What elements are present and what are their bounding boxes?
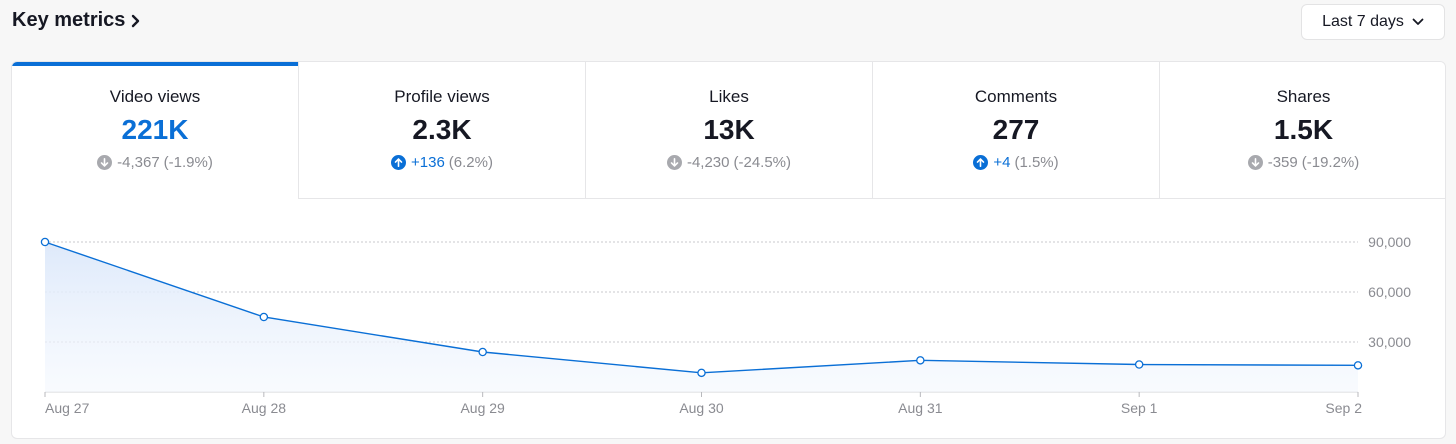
metrics-card: Video views 221K -4,367 (-1.9%) Profile … bbox=[11, 61, 1446, 439]
header: Key metrics Last 7 days bbox=[0, 0, 1456, 44]
tab-percent: (-19.2%) bbox=[1301, 154, 1360, 171]
tab-change: -4,230 (-24.5%) bbox=[586, 154, 872, 171]
x-tick-label: Aug 31 bbox=[898, 400, 943, 416]
chevron-right-icon bbox=[132, 14, 140, 27]
tab-value: 277 bbox=[992, 114, 1040, 145]
tab-profile-views[interactable]: Profile views 2.3K +136 (6.2%) bbox=[299, 62, 586, 199]
data-point[interactable] bbox=[478, 347, 487, 357]
tab-comments[interactable]: Comments 277 +4 (1.5%) bbox=[873, 62, 1160, 199]
x-tick-label: Aug 27 bbox=[45, 400, 90, 416]
tab-delta: -4,367 bbox=[117, 154, 160, 171]
tab-change: -359 (-19.2%) bbox=[1160, 154, 1445, 171]
tab-delta: +136 bbox=[411, 154, 445, 171]
data-point[interactable] bbox=[1353, 361, 1363, 370]
tab-label: Likes bbox=[709, 87, 749, 106]
y-tick-label: 90,000 bbox=[1368, 234, 1411, 250]
tab-shares[interactable]: Shares 1.5K -359 (-19.2%) bbox=[1160, 62, 1445, 199]
tab-delta: -359 bbox=[1267, 154, 1298, 171]
page-title: Key metrics bbox=[12, 9, 126, 31]
tab-change: +136 (6.2%) bbox=[299, 154, 585, 171]
tab-delta: -4,230 bbox=[686, 154, 730, 171]
arrow-up-circle-icon bbox=[391, 155, 406, 170]
tab-value: 2.3K bbox=[412, 114, 472, 145]
tab-percent: (-24.5%) bbox=[733, 154, 792, 171]
data-point[interactable] bbox=[916, 356, 925, 365]
date-range-dropdown[interactable]: Last 7 days bbox=[1301, 4, 1445, 40]
arrow-down-circle-icon bbox=[97, 155, 113, 170]
tab-change: -4,367 (-1.9%) bbox=[12, 154, 298, 171]
key-metrics-title-link[interactable]: Key metrics bbox=[12, 9, 143, 32]
series-area bbox=[45, 242, 1358, 392]
data-point[interactable] bbox=[1134, 360, 1144, 369]
arrow-down-circle-icon bbox=[666, 155, 682, 170]
date-range-label: Last 7 days bbox=[1322, 13, 1404, 30]
tab-delta: +4 bbox=[993, 154, 1011, 171]
x-tick-label: Aug 29 bbox=[460, 400, 505, 416]
tab-label: Comments bbox=[974, 87, 1058, 106]
tab-video-views[interactable]: Video views 221K -4,367 (-1.9%) bbox=[12, 62, 299, 199]
y-tick-label: 30,000 bbox=[1368, 334, 1411, 350]
chevron-down-icon bbox=[1412, 18, 1424, 25]
arrow-up-circle-icon bbox=[973, 155, 989, 170]
tab-label: Profile views bbox=[394, 87, 490, 106]
tab-percent: (6.2%) bbox=[448, 154, 493, 171]
tab-percent: (1.5%) bbox=[1014, 154, 1059, 171]
x-tick-label: Sep 1 bbox=[1121, 400, 1158, 416]
tab-change: +4 (1.5%) bbox=[873, 154, 1159, 171]
tab-percent: (-1.9%) bbox=[163, 154, 213, 171]
metric-tabs: Video views 221K -4,367 (-1.9%) Profile … bbox=[12, 62, 1445, 199]
x-tick-label: Aug 28 bbox=[242, 400, 287, 416]
line-chart-svg: 30,000 60,000 90,000 Aug 27 Aug 28 Aug 29 Aug… bbox=[40, 234, 1411, 416]
tab-label: Shares bbox=[1276, 87, 1331, 106]
y-tick-label: 60,000 bbox=[1368, 284, 1411, 300]
tab-value: 1.5K bbox=[1273, 114, 1334, 145]
data-point[interactable] bbox=[697, 368, 706, 378]
x-tick-label: Sep 2 bbox=[1325, 400, 1362, 416]
tab-value: 13K bbox=[703, 114, 755, 145]
tab-value: 221K bbox=[121, 114, 189, 145]
tab-likes[interactable]: Likes 13K -4,230 (-24.5%) bbox=[586, 62, 873, 199]
tab-label: Video views bbox=[109, 87, 201, 106]
data-point[interactable] bbox=[40, 237, 50, 247]
video-views-chart: 30,000 60,000 90,000 Aug 27 Aug 28 Aug 29 Aug… bbox=[12, 199, 1445, 438]
arrow-down-circle-icon bbox=[1247, 155, 1263, 170]
x-tick-label: Aug 30 bbox=[679, 400, 724, 416]
data-point[interactable] bbox=[259, 312, 269, 322]
